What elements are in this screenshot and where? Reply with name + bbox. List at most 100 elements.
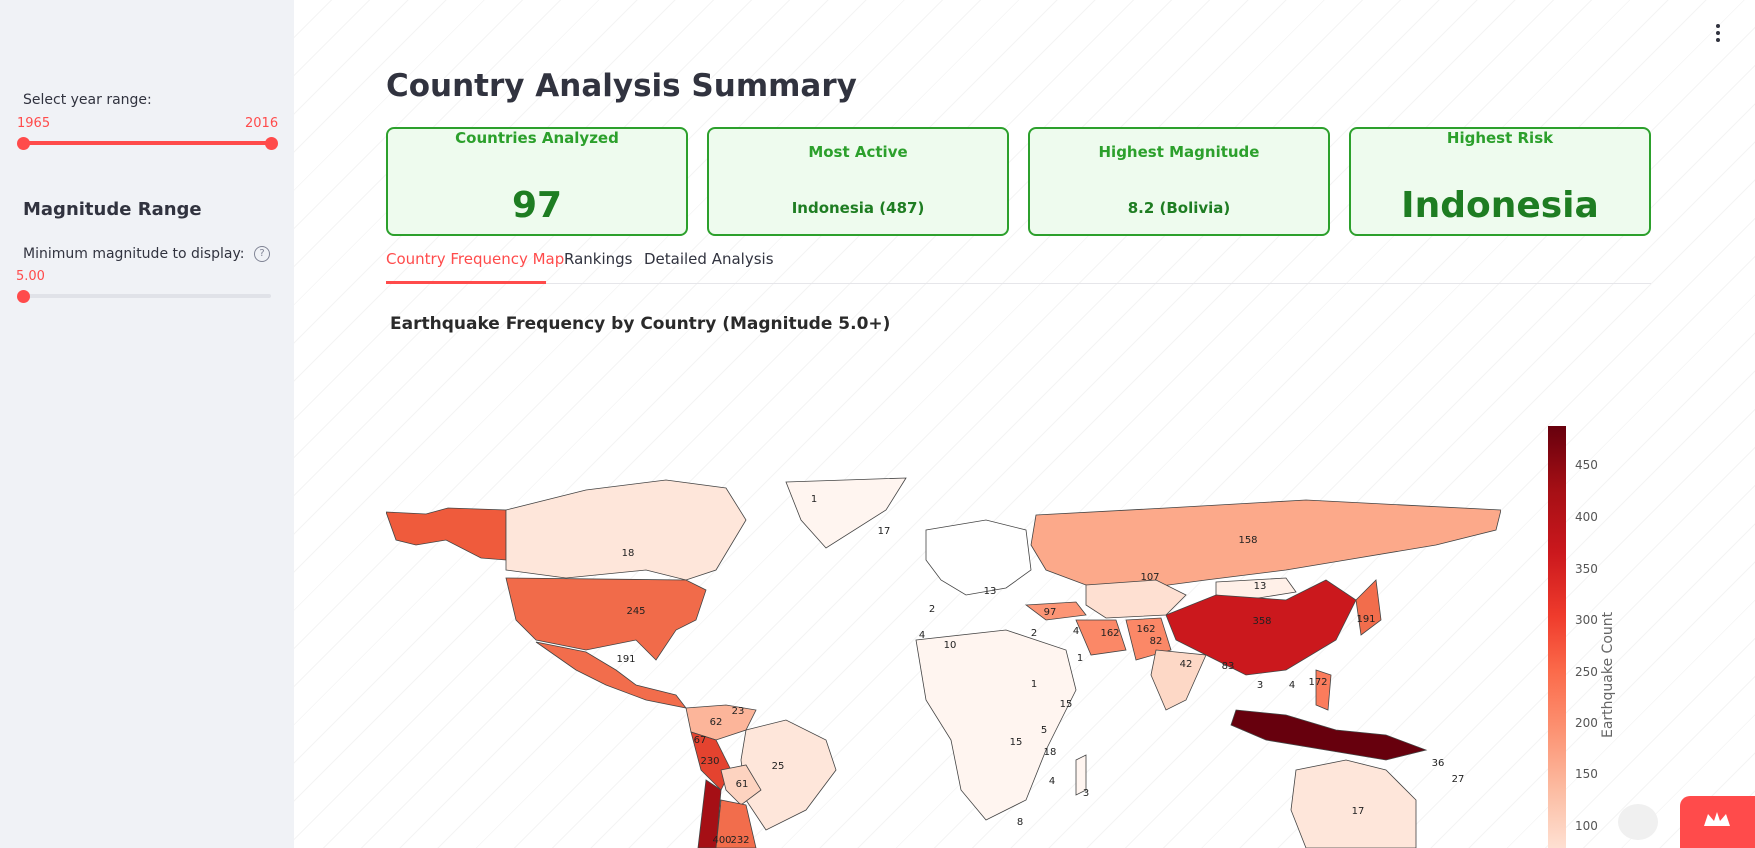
map-label-myanmar: 83 — [1222, 661, 1235, 672]
main-menu-icon[interactable] — [1714, 24, 1722, 44]
map-country-mongolia — [1215, 577, 1297, 601]
metric-label: Countries Analyzed — [455, 129, 619, 147]
map-label-russia: 158 — [1238, 535, 1257, 546]
year-range-label: Select year range: — [23, 92, 152, 108]
map-label-india: 42 — [1180, 659, 1193, 670]
tab-bar: Country Frequency Map Rankings Detailed … — [386, 246, 1651, 284]
sidebar: Select year range: 1965 2016 Magnitude R… — [0, 0, 294, 848]
map-label-png: 36 — [1432, 758, 1445, 769]
map-label-japan: 191 — [1356, 614, 1375, 625]
metric-card-most-active: Most Active Indonesia (487) — [707, 127, 1009, 236]
metric-label: Most Active — [808, 143, 908, 161]
map-label-chile: 400 — [712, 835, 731, 846]
colorbar-tick: 400 — [1575, 510, 1598, 524]
map-label-kazakhstan: 107 — [1140, 572, 1159, 583]
map-country-brazil — [740, 719, 837, 831]
map-label-saudi: 4 — [1073, 626, 1079, 637]
map-label-morocco: 4 — [919, 630, 925, 641]
map-label-iran: 162 — [1100, 628, 1119, 639]
map-country-turkey — [1024, 601, 1087, 621]
map-label-mongolia: 13 — [1254, 581, 1267, 592]
map-country-argentina — [715, 799, 757, 848]
map-country-mexico — [535, 641, 687, 709]
map-country-russia — [1030, 499, 1501, 589]
map-label-brazil: 25 — [772, 761, 785, 772]
colorbar — [1548, 426, 1566, 848]
map-label-tanzania: 18 — [1044, 747, 1057, 758]
map-label-southafrica: 8 — [1017, 817, 1023, 828]
map-country-chile — [697, 779, 722, 848]
map-country-kazakhstan — [1085, 579, 1187, 619]
map-label-australia: 17 — [1352, 806, 1365, 817]
map-label-pakistan: 82 — [1150, 636, 1163, 647]
colorbar-title: Earthquake Count — [1600, 611, 1616, 738]
metric-card-highest-magnitude: Highest Magnitude 8.2 (Bolivia) — [1028, 127, 1330, 236]
year-range-track[interactable] — [23, 141, 271, 145]
map-country-bolivia — [720, 764, 762, 806]
map-country-pakistan — [1125, 617, 1172, 661]
map-country-australia — [1290, 759, 1417, 848]
year-min-value: 1965 — [17, 116, 51, 131]
colorbar-tick: 300 — [1575, 613, 1598, 627]
year-max-thumb[interactable] — [265, 137, 278, 150]
metric-value: 97 — [511, 185, 563, 226]
crown-icon[interactable] — [1680, 796, 1755, 848]
map-label-greenland: 1 — [811, 494, 817, 505]
map-label-vietnam: 3 — [1257, 680, 1263, 691]
chart-title: Earthquake Frequency by Country (Magnitu… — [390, 314, 891, 334]
map-label-ecuador: 67 — [694, 735, 707, 746]
map-label-spain: 2 — [929, 604, 935, 615]
year-max-value: 2016 — [245, 116, 279, 131]
map-country-indonesia — [1230, 709, 1428, 761]
map-label-afghanistan: 162 — [1136, 624, 1155, 635]
map-label-peru: 230 — [700, 756, 719, 767]
map-label-canada: 18 — [622, 548, 635, 559]
choropleth-map[interactable]: 1 18 245 191 158 358 13 107 162 162 82 4… — [386, 470, 1501, 848]
map-country-iran — [1075, 619, 1127, 656]
map-country-philippines — [1315, 669, 1332, 711]
map-label-ethiopia: 15 — [1060, 699, 1073, 710]
map-country-africa — [915, 629, 1077, 821]
min-magnitude-label: Minimum magnitude to display: — [23, 246, 245, 262]
map-country-greenland — [785, 477, 907, 549]
map-label-taiwan: 4 — [1289, 680, 1295, 691]
streamlit-logo-icon[interactable] — [1618, 804, 1658, 840]
map-country-india — [1150, 649, 1207, 711]
map-label-kenya: 5 — [1041, 725, 1047, 736]
min-magnitude-track[interactable] — [23, 294, 271, 298]
map-country-alaska — [386, 507, 507, 561]
map-country-europe — [925, 519, 1032, 596]
min-magnitude-value: 5.00 — [16, 269, 45, 284]
page-title: Country Analysis Summary — [386, 68, 857, 104]
map-label-china: 358 — [1252, 616, 1271, 627]
help-icon[interactable]: ? — [254, 246, 270, 262]
map-label-bolivia: 61 — [736, 779, 749, 790]
map-label-drc: 15 — [1010, 737, 1023, 748]
colorbar-tick: 150 — [1575, 767, 1598, 781]
map-label-mozambique: 4 — [1049, 776, 1055, 787]
tab-rankings[interactable]: Rankings — [564, 250, 633, 268]
map-label-mexico: 191 — [616, 654, 635, 665]
metric-label: Highest Magnitude — [1098, 143, 1260, 161]
year-min-thumb[interactable] — [17, 137, 30, 150]
active-tab-indicator — [386, 281, 546, 284]
metric-card-countries: Countries Analyzed 97 — [386, 127, 688, 236]
map-country-usa — [505, 577, 707, 661]
map-label-venezuela: 23 — [732, 706, 745, 717]
map-country-japan — [1355, 579, 1382, 636]
colorbar-tick: 450 — [1575, 458, 1598, 472]
tab-country-frequency-map[interactable]: Country Frequency Map — [386, 250, 565, 268]
min-magnitude-thumb[interactable] — [17, 290, 30, 303]
map-country-china — [1165, 579, 1357, 676]
map-country-madagascar — [1075, 754, 1087, 796]
map-label-egypt: 1 — [1077, 653, 1083, 664]
map-label-libya: 2 — [1031, 628, 1037, 639]
colorbar-tick: 100 — [1575, 819, 1598, 833]
metric-label: Highest Risk — [1446, 129, 1554, 147]
tab-detailed-analysis[interactable]: Detailed Analysis — [644, 250, 774, 268]
map-label-sudan: 1 — [1031, 679, 1037, 690]
metric-value: Indonesia (487) — [791, 199, 925, 217]
map-label-turkey: 97 — [1044, 607, 1057, 618]
map-label-colombia: 62 — [710, 717, 723, 728]
colorbar-tick: 200 — [1575, 716, 1598, 730]
